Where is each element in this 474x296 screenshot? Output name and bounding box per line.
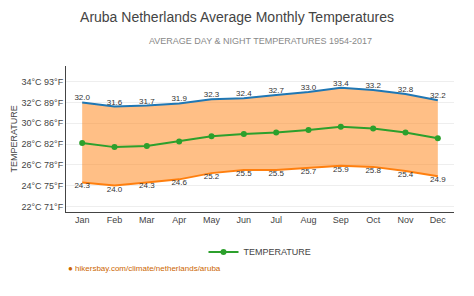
svg-text:Jan: Jan	[75, 215, 90, 225]
svg-text:Sep: Sep	[333, 215, 349, 225]
svg-text:30°C 86°F: 30°C 86°F	[21, 118, 63, 128]
svg-text:31.7: 31.7	[139, 97, 155, 106]
svg-text:34°C 93°F: 34°C 93°F	[21, 77, 63, 87]
svg-text:Oct: Oct	[366, 215, 381, 225]
svg-text:31.9: 31.9	[171, 94, 187, 103]
svg-text:24°C 75°F: 24°C 75°F	[21, 181, 63, 191]
svg-text:31.6: 31.6	[107, 98, 123, 107]
svg-text:32.3: 32.3	[204, 90, 220, 99]
svg-text:25.7: 25.7	[301, 167, 317, 176]
svg-text:24.9: 24.9	[430, 175, 446, 184]
svg-text:Jun: Jun	[237, 215, 252, 225]
svg-text:AVERAGE DAY & NIGHT TEMPERATUR: AVERAGE DAY & NIGHT TEMPERATURES 1954-20…	[149, 36, 372, 46]
svg-text:24.6: 24.6	[171, 178, 187, 187]
svg-text:25.5: 25.5	[268, 169, 284, 178]
svg-text:Aug: Aug	[300, 215, 316, 225]
svg-text:Mar: Mar	[139, 215, 155, 225]
svg-text:32°C 89°F: 32°C 89°F	[21, 98, 63, 108]
svg-text:24.3: 24.3	[74, 181, 90, 190]
svg-text:32.7: 32.7	[268, 86, 284, 95]
svg-text:33.2: 33.2	[365, 81, 381, 90]
svg-text:33.4: 33.4	[333, 79, 349, 88]
svg-text:25.4: 25.4	[398, 170, 414, 179]
svg-text:22°C 71°F: 22°C 71°F	[21, 202, 63, 212]
svg-text:32.0: 32.0	[74, 93, 90, 102]
svg-text:28°C 82°F: 28°C 82°F	[21, 139, 63, 149]
svg-text:25.5: 25.5	[236, 169, 252, 178]
svg-text:Jul: Jul	[270, 215, 282, 225]
svg-text:33.0: 33.0	[301, 83, 317, 92]
svg-text:May: May	[203, 215, 221, 225]
svg-text:25.2: 25.2	[204, 172, 220, 181]
svg-text:24.3: 24.3	[139, 181, 155, 190]
svg-text:32.8: 32.8	[398, 85, 414, 94]
svg-text:● hikersbay.com/climate/nether: ● hikersbay.com/climate/netherlands/arub…	[68, 264, 221, 273]
svg-text:TEMPERATURE: TEMPERATURE	[244, 247, 311, 257]
svg-text:TEMPERATURE: TEMPERATURE	[9, 105, 19, 172]
svg-text:Feb: Feb	[107, 215, 123, 225]
svg-text:Aruba Netherlands Average Mont: Aruba Netherlands Average Monthly Temper…	[80, 9, 394, 25]
svg-text:Dec: Dec	[430, 215, 447, 225]
svg-text:Nov: Nov	[397, 215, 414, 225]
svg-text:25.8: 25.8	[365, 166, 381, 175]
svg-text:25.9: 25.9	[333, 165, 349, 174]
svg-text:24.0: 24.0	[107, 185, 123, 194]
svg-text:32.4: 32.4	[236, 89, 252, 98]
svg-text:26°C 78°F: 26°C 78°F	[21, 160, 63, 170]
svg-text:Apr: Apr	[172, 215, 186, 225]
svg-text:32.2: 32.2	[430, 91, 446, 100]
